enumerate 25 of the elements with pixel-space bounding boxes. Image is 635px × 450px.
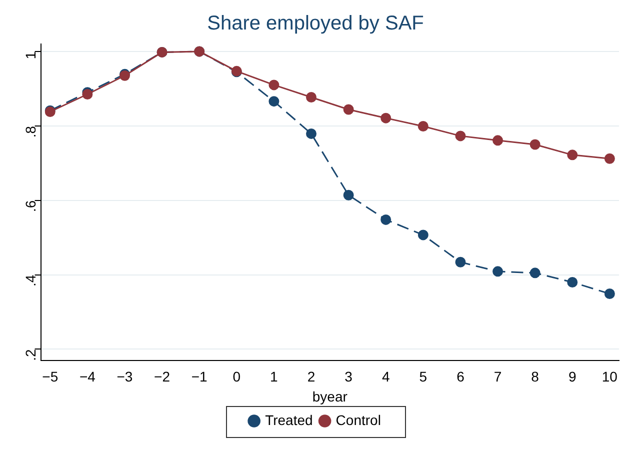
y-tick-label: .4 xyxy=(22,274,39,286)
x-tick-label: −4 xyxy=(79,368,96,385)
x-tick-label: −2 xyxy=(154,368,170,385)
x-tick-label: 8 xyxy=(531,368,540,385)
legend-label: Treated xyxy=(265,412,313,428)
x-tick-label: 7 xyxy=(494,368,502,385)
x-tick-label: 0 xyxy=(232,368,241,385)
y-tick-label: .8 xyxy=(22,126,39,138)
x-axis-title: byear xyxy=(312,388,348,404)
x-tick-label: 9 xyxy=(568,368,576,385)
y-tick-label: 1 xyxy=(22,51,39,60)
x-tick-label: −5 xyxy=(42,368,58,385)
x-tick-label: 2 xyxy=(307,368,316,385)
x-tick-label: 6 xyxy=(456,368,465,385)
y-tick-label: .6 xyxy=(22,200,39,212)
x-tick-label: 4 xyxy=(382,368,390,385)
x-tick-label: −1 xyxy=(191,368,208,385)
x-tick-label: 1 xyxy=(270,368,278,385)
x-tick-label: 5 xyxy=(419,368,428,385)
x-tick-label: −3 xyxy=(116,368,133,385)
x-tick-label: 3 xyxy=(344,368,353,385)
legend-label: Control xyxy=(336,412,381,428)
x-tick-label: 10 xyxy=(602,368,618,385)
y-tick-label: .2 xyxy=(22,349,39,361)
chart-title: Share employed by SAF xyxy=(207,12,424,35)
